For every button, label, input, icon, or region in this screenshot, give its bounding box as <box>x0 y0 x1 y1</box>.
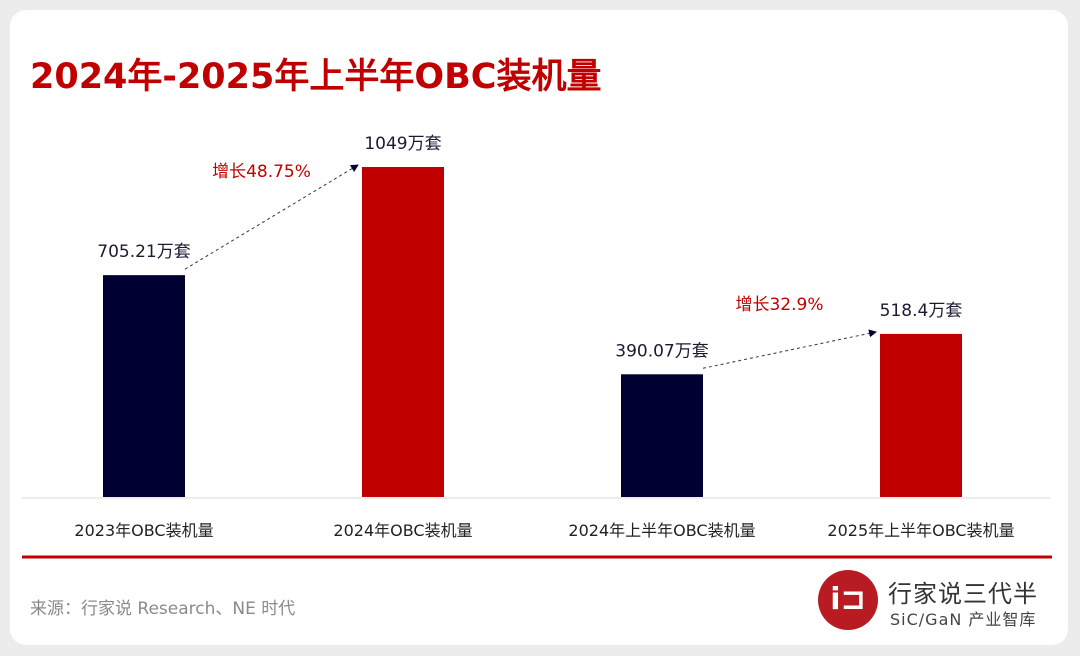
logo-mark-icon: i⊐ <box>818 570 878 630</box>
category-label: 2024年OBC装机量 <box>333 521 472 540</box>
source-note: 来源：行家说 Research、NE 时代 <box>30 599 296 619</box>
data-label: 1049万套 <box>364 134 441 154</box>
category-label: 2023年OBC装机量 <box>74 521 213 540</box>
data-label: 705.21万套 <box>97 242 190 262</box>
bar <box>880 333 962 497</box>
category-label: 2025年上半年OBC装机量 <box>827 521 1014 540</box>
growth-annotation: 增长48.75% <box>212 162 311 182</box>
logo-subtitle: SiC/GaN 产业智库 <box>890 610 1037 629</box>
growth-arrow <box>702 329 877 369</box>
data-label: 518.4万套 <box>880 301 963 321</box>
category-label: 2024年上半年OBC装机量 <box>568 521 755 540</box>
bar <box>103 275 185 497</box>
chart-title: 2024年-2025年上半年OBC装机量 <box>30 57 602 97</box>
growth-annotation: 增长32.9% <box>735 295 823 315</box>
bar <box>362 167 444 497</box>
brand-logo: i⊐ 行家说三代半 SiC/GaN 产业智库 <box>818 570 1058 632</box>
chart-card <box>10 10 1068 645</box>
data-label: 390.07万套 <box>615 341 708 361</box>
growth-arrow <box>184 164 359 270</box>
bar <box>621 374 703 497</box>
logo-name: 行家说三代半 <box>888 580 1038 608</box>
